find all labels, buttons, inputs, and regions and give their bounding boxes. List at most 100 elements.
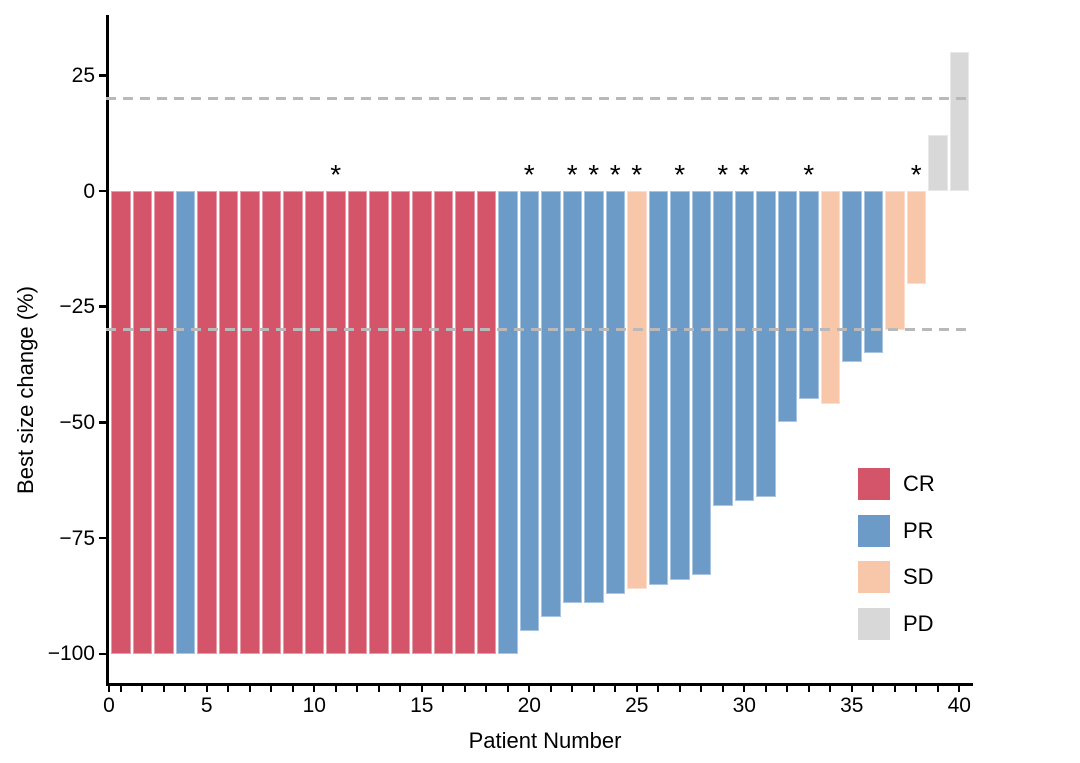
patient-bar xyxy=(498,191,518,654)
x-tick xyxy=(936,685,939,693)
non-target-asterisk: * xyxy=(523,159,535,190)
x-tick xyxy=(872,685,875,693)
patient-bar xyxy=(326,191,346,654)
patient-bar xyxy=(949,52,969,191)
patient-bar xyxy=(412,191,432,654)
x-tick xyxy=(356,685,359,693)
x-tick xyxy=(764,685,767,693)
legend-label-pd: PD xyxy=(903,611,934,637)
x-tick xyxy=(700,685,703,693)
x-tick xyxy=(377,685,380,693)
x-tick xyxy=(463,685,466,693)
non-target-asterisk: * xyxy=(910,159,922,190)
patient-bar xyxy=(541,191,561,617)
patient-bar xyxy=(476,191,496,654)
x-axis-title: Patient Number xyxy=(468,728,622,753)
x-tick xyxy=(227,685,230,693)
legend-swatch-cr xyxy=(858,468,890,500)
y-tick xyxy=(99,305,106,308)
x-tick xyxy=(141,685,144,693)
reference-dashed-line xyxy=(106,328,973,332)
y-tick-label: 25 xyxy=(71,63,95,87)
x-tick-label: 30 xyxy=(732,694,756,717)
non-target-asterisk: * xyxy=(631,159,643,190)
x-tick xyxy=(786,685,789,693)
x-tick xyxy=(657,685,660,693)
y-axis-title: Best size change (%) xyxy=(13,286,38,494)
non-target-asterisk: * xyxy=(738,159,750,190)
x-tick-label: 20 xyxy=(517,694,541,717)
x-axis-line xyxy=(106,683,973,686)
patient-bar xyxy=(584,191,604,604)
x-tick-label: 40 xyxy=(947,694,971,717)
non-target-asterisk: * xyxy=(566,159,578,190)
x-tick xyxy=(184,685,187,693)
patient-bar xyxy=(433,191,453,654)
x-tick xyxy=(850,685,853,693)
non-target-asterisk: * xyxy=(717,159,729,190)
patient-bar xyxy=(799,191,819,400)
x-tick xyxy=(205,685,208,693)
x-tick-label: 0 xyxy=(103,694,115,717)
x-tick xyxy=(721,685,724,693)
x-tick-label: 10 xyxy=(302,694,326,717)
patient-bar xyxy=(132,191,152,654)
x-tick xyxy=(743,685,746,693)
legend-label-cr: CR xyxy=(903,471,935,496)
patient-bar xyxy=(777,191,797,423)
patient-bar xyxy=(218,191,238,654)
patient-bar xyxy=(175,191,195,654)
x-tick xyxy=(291,685,294,693)
patient-bar xyxy=(455,191,475,654)
legend-swatch-sd xyxy=(858,561,890,594)
patient-bar xyxy=(154,191,174,654)
patient-bar xyxy=(197,191,217,654)
patient-bar xyxy=(519,191,539,631)
x-tick xyxy=(107,685,111,693)
patient-bar xyxy=(906,191,926,284)
patient-bar xyxy=(842,191,862,363)
patient-bar xyxy=(820,191,840,404)
x-tick xyxy=(807,685,810,693)
x-tick-label: 35 xyxy=(840,694,864,717)
x-tick xyxy=(958,685,961,693)
legend-swatch-pr xyxy=(858,514,890,547)
y-tick xyxy=(99,536,106,540)
x-tick xyxy=(420,685,423,693)
patient-bar xyxy=(605,191,625,594)
x-tick xyxy=(635,685,638,693)
x-tick xyxy=(334,685,337,693)
x-tick xyxy=(549,685,552,693)
legend-swatch-pd xyxy=(858,608,890,641)
patient-bar xyxy=(240,191,260,654)
x-tick xyxy=(678,685,681,693)
x-tick xyxy=(893,685,896,693)
x-tick xyxy=(915,685,918,693)
patient-bar xyxy=(863,191,883,354)
x-tick xyxy=(119,685,122,693)
y-tick xyxy=(99,74,106,77)
patient-bar xyxy=(670,191,690,580)
x-tick xyxy=(270,685,273,693)
legend-label-pr: PR xyxy=(903,517,934,543)
reference-dashed-line xyxy=(106,96,973,100)
non-target-asterisk: * xyxy=(803,159,815,190)
x-tick-label: 5 xyxy=(200,694,213,717)
x-tick-label: 25 xyxy=(625,694,649,717)
x-tick xyxy=(592,685,595,693)
x-tick xyxy=(614,685,617,693)
legend-label-sd: SD xyxy=(903,564,934,590)
patient-bar xyxy=(562,191,582,604)
y-tick-label: −100 xyxy=(47,642,95,666)
x-tick xyxy=(313,685,316,693)
x-tick xyxy=(442,685,445,693)
non-target-asterisk: * xyxy=(609,159,621,190)
patient-bar xyxy=(369,191,389,654)
patient-bar xyxy=(713,191,733,506)
patient-bar xyxy=(304,191,324,654)
x-tick xyxy=(162,685,165,693)
non-target-asterisk: * xyxy=(330,159,342,190)
patient-bar xyxy=(756,191,776,497)
y-tick-label: −50 xyxy=(59,410,95,434)
y-tick-label: −75 xyxy=(59,526,95,550)
